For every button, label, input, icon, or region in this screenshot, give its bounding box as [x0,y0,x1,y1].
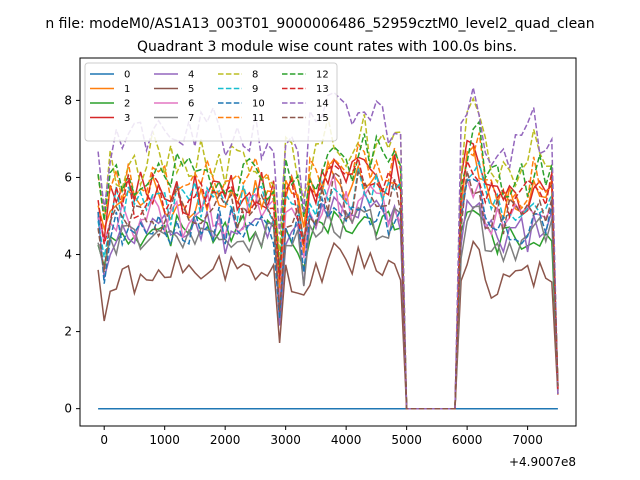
legend-label-9: 9 [252,84,258,95]
series-line-1 [97,144,559,410]
legend-label-5: 5 [188,84,194,95]
legend-label-11: 11 [252,113,265,124]
x-tick-label: 2000 [210,433,241,447]
y-tick-label: 2 [64,325,72,339]
x-tick-label: 5000 [391,433,422,447]
series-line-9 [97,160,559,410]
x-tick-label: 0 [100,433,108,447]
series-line-11 [97,132,559,410]
x-tick-label: 4000 [331,433,362,447]
x-axis: 0 1000 2000 3000 4000 5000 6000 7000 [100,426,543,447]
legend-label-7: 7 [188,113,194,124]
x-tick-label: 7000 [512,433,543,447]
series-line-8 [97,96,559,410]
series-line-4 [97,189,559,410]
legend-label-13: 13 [316,84,329,95]
legend-box [84,62,338,142]
legend-label-1: 1 [124,84,130,95]
series-line-12 [97,119,559,410]
y-axis: 0 2 4 6 8 [64,93,80,416]
legend-label-14: 14 [316,99,329,110]
y-tick-label: 8 [64,93,72,107]
legend-label-3: 3 [124,113,130,124]
legend-label-10: 10 [252,99,265,110]
series-line-15 [97,170,559,410]
legend-label-4: 4 [188,70,194,81]
x-tick-label: 3000 [270,433,301,447]
y-tick-label: 6 [64,170,72,184]
legend-label-12: 12 [316,70,329,81]
series-line-5 [97,239,559,410]
series-line-7 [97,205,559,410]
legend-label-0: 0 [124,70,130,81]
chart-title: Quadrant 3 module wise count rates with … [137,39,517,55]
legend-label-8: 8 [252,70,258,81]
chart-suptitle: n file: modeM0/AS1A13_003T01_9000006486_… [45,16,594,32]
x-tick-label: 6000 [452,433,483,447]
legend-label-15: 15 [316,113,329,124]
legend-label-6: 6 [188,99,194,110]
series-line-2 [97,209,559,410]
y-tick-label: 4 [64,248,72,262]
x-tick-label: 1000 [149,433,180,447]
x-offset-label: +4.9007e8 [509,455,576,469]
y-tick-label: 0 [64,402,72,416]
legend-label-2: 2 [124,99,130,110]
series-line-10 [97,178,559,410]
plot-frame [79,57,577,427]
